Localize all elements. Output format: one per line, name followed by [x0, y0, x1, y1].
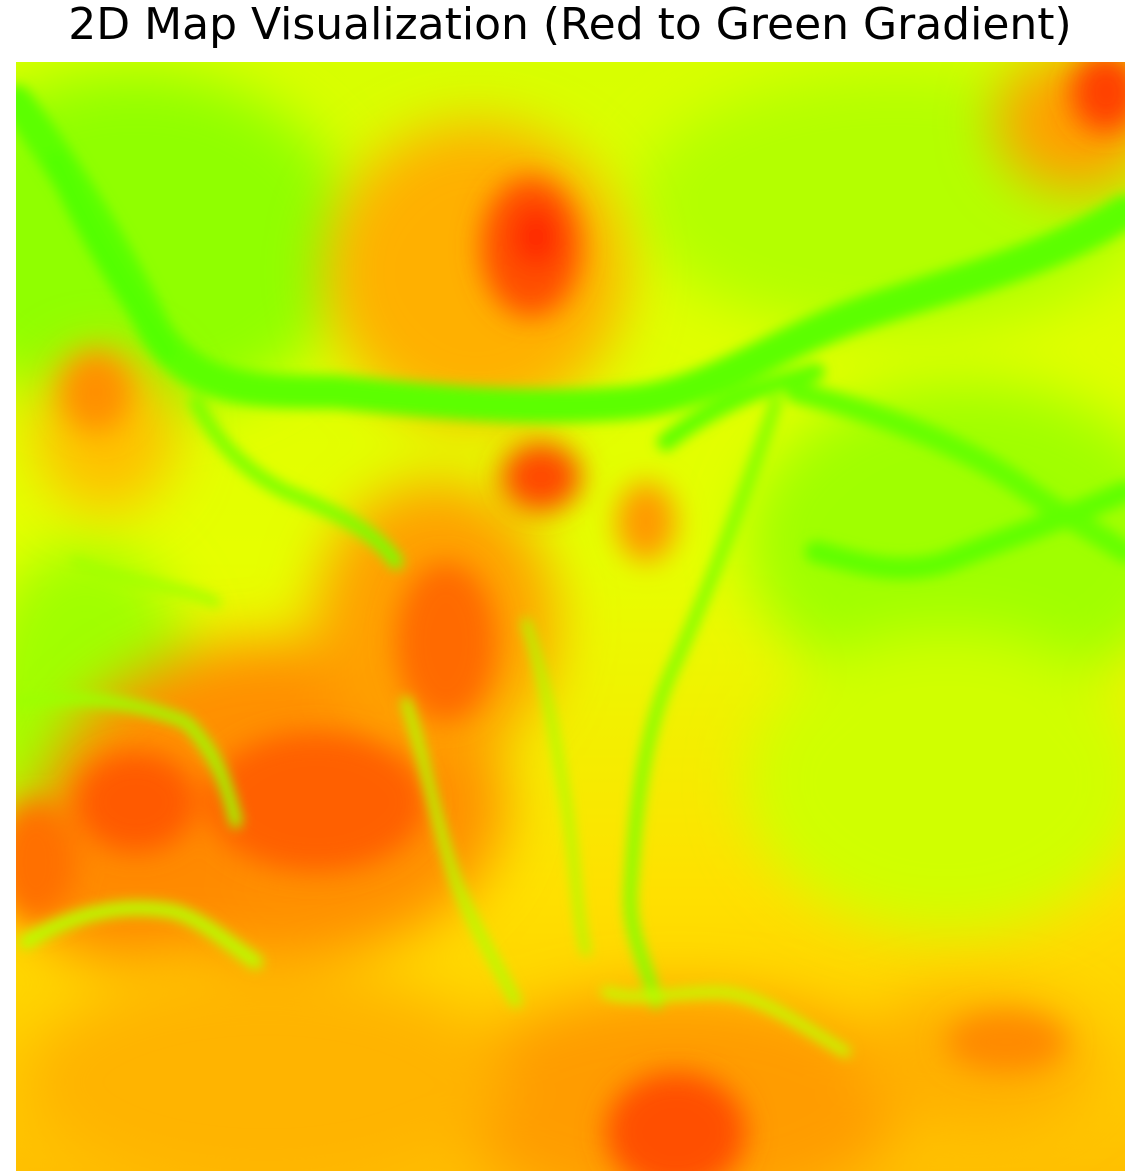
valley-channels [16, 85, 1125, 1057]
map-title: 2D Map Visualization (Red to Green Gradi… [68, 0, 1072, 50]
heatmap-area [16, 62, 1125, 1171]
heatmap-svg [16, 62, 1125, 1171]
peak-hotspots [16, 62, 1125, 1171]
